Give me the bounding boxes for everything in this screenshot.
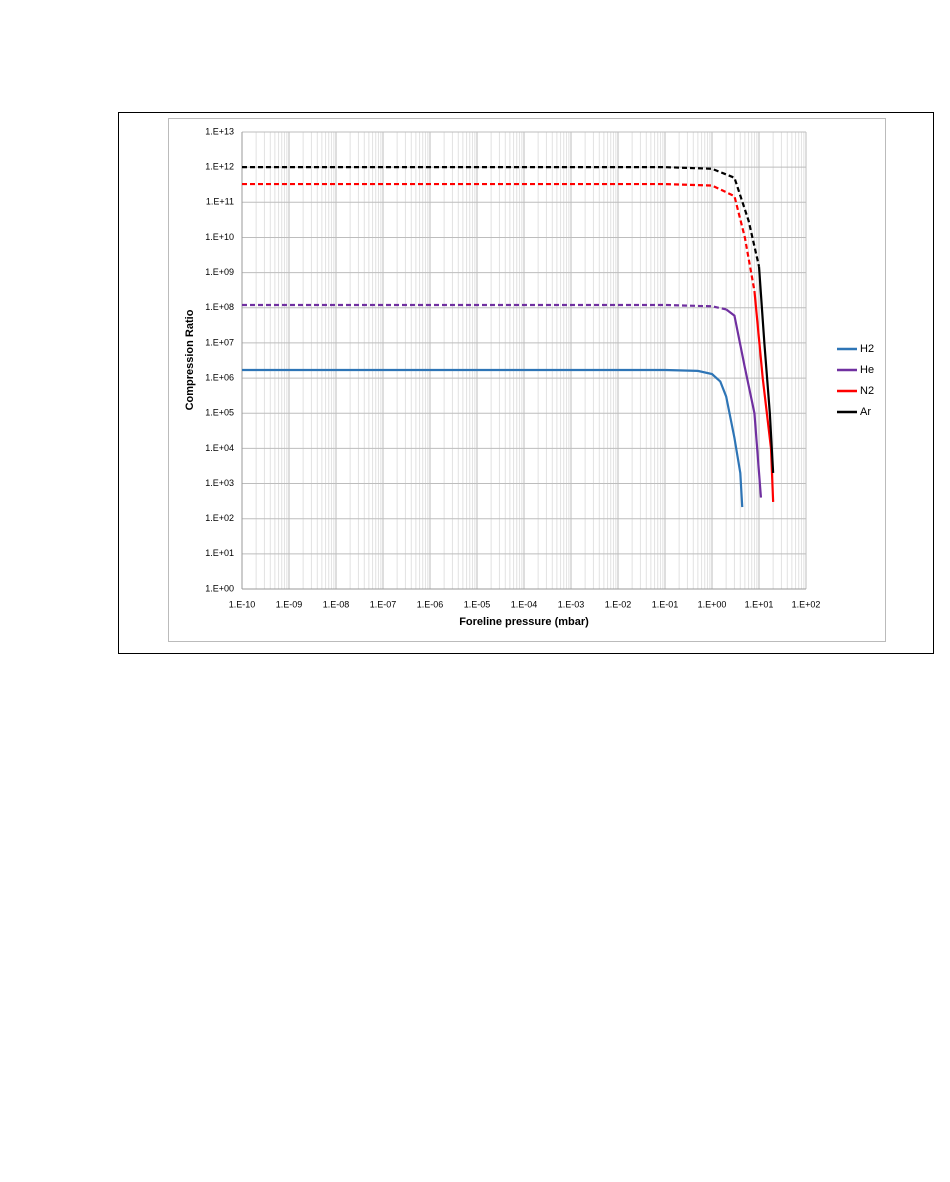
series-line bbox=[242, 166, 761, 267]
y-tick-label: 1.E+11 bbox=[206, 197, 234, 207]
y-tick-label: 1.E+03 bbox=[205, 478, 234, 488]
legend-label: He bbox=[860, 364, 874, 376]
x-tick-label: 1.E-10 bbox=[229, 599, 256, 609]
legend-label: Ar bbox=[860, 406, 871, 418]
x-tick-label: 1.E-07 bbox=[370, 599, 397, 609]
x-tick-label: 1.E-01 bbox=[652, 599, 679, 609]
y-tick-label: 1.E+06 bbox=[205, 372, 234, 382]
legend-label: N2 bbox=[860, 385, 874, 397]
x-tick-label: 1.E+00 bbox=[698, 599, 727, 609]
x-tick-label: 1.E-05 bbox=[464, 599, 491, 609]
x-tick-label: 1.E+01 bbox=[745, 599, 774, 609]
series-line bbox=[242, 303, 727, 311]
x-tick-label: 1.E-08 bbox=[323, 599, 350, 609]
series-line bbox=[725, 308, 763, 498]
y-tick-label: 1.E+02 bbox=[205, 513, 234, 523]
y-tick-label: 1.E+08 bbox=[205, 302, 234, 312]
x-tick-label: 1.E-04 bbox=[511, 599, 538, 609]
y-tick-label: 1.E+12 bbox=[205, 162, 234, 172]
y-tick-label: 1.E+04 bbox=[205, 443, 234, 453]
series-line bbox=[753, 290, 775, 502]
x-tick-label: 1.E-02 bbox=[605, 599, 632, 609]
y-tick-label: 1.E+13 bbox=[205, 126, 234, 136]
series-line bbox=[757, 266, 775, 474]
y-tick-label: 1.E+07 bbox=[205, 337, 234, 347]
x-axis-label: Foreline pressure (mbar) bbox=[459, 616, 589, 628]
y-axis-label: Compression Ratio bbox=[184, 309, 196, 410]
x-tick-label: 1.E-06 bbox=[417, 599, 444, 609]
y-tick-label: 1.E+01 bbox=[205, 548, 234, 558]
chart-area bbox=[168, 118, 886, 642]
y-tick-label: 1.E+05 bbox=[205, 408, 234, 418]
x-tick-label: 1.E-09 bbox=[276, 599, 303, 609]
y-tick-label: 1.E+10 bbox=[205, 232, 234, 242]
grid bbox=[241, 131, 807, 590]
y-tick-label: 1.E+00 bbox=[205, 583, 234, 593]
series-line bbox=[242, 182, 756, 292]
x-tick-label: 1.E-03 bbox=[558, 599, 585, 609]
plot bbox=[242, 166, 775, 508]
x-tick-label: 1.E+02 bbox=[792, 599, 821, 609]
legend-label: H2 bbox=[860, 343, 874, 355]
series-line bbox=[242, 368, 744, 508]
y-tick-label: 1.E+09 bbox=[205, 267, 234, 277]
